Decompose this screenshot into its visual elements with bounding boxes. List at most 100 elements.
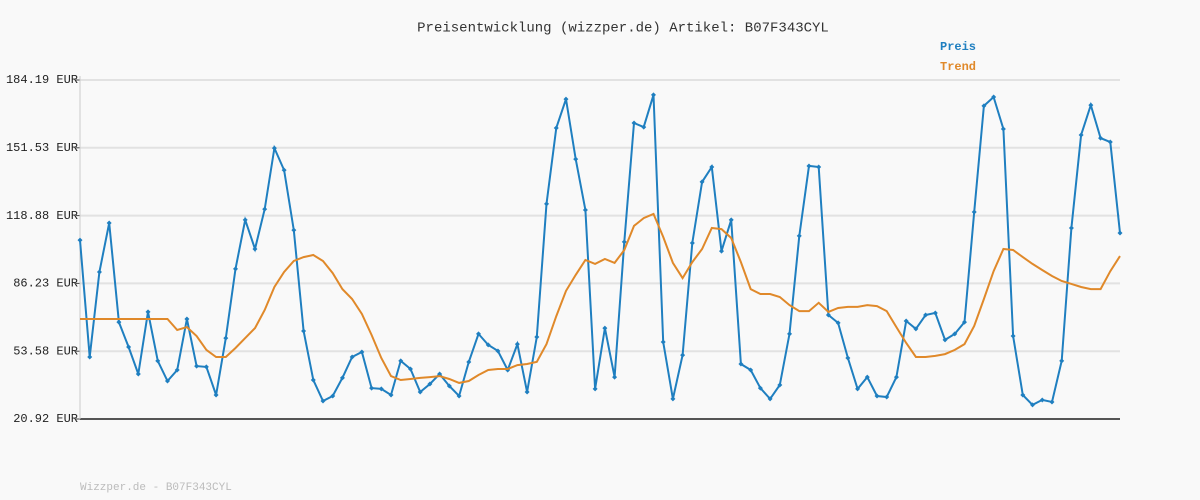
point-marker: [291, 227, 297, 233]
point-marker: [476, 331, 482, 337]
point-marker: [913, 326, 919, 332]
point-marker: [194, 363, 200, 369]
point-marker: [718, 248, 724, 254]
footer: Wizzper.de - B07F343CYL: [80, 482, 232, 494]
point-marker: [271, 145, 277, 151]
point-marker: [145, 309, 151, 315]
point-marker: [971, 209, 977, 215]
point-marker: [174, 367, 180, 373]
point-marker: [106, 220, 112, 226]
point-marker: [213, 392, 219, 398]
point-marker: [923, 312, 929, 318]
point-marker: [864, 374, 870, 380]
point-marker: [845, 355, 851, 361]
point-marker: [602, 325, 608, 331]
point-marker: [466, 359, 472, 365]
point-marker: [252, 246, 258, 252]
point-marker: [126, 344, 132, 350]
point-marker: [77, 237, 83, 243]
point-marker: [544, 201, 550, 207]
point-marker: [1059, 358, 1065, 364]
point-marker: [388, 392, 394, 398]
point-marker: [981, 103, 987, 109]
point-marker: [184, 316, 190, 322]
point-marker: [563, 96, 569, 102]
point-marker: [339, 375, 345, 381]
y-tick-label: 118.88 EUR: [6, 209, 78, 223]
point-marker: [164, 378, 170, 384]
series-line: [80, 212, 1121, 384]
y-tick-label: 53.58 EUR: [13, 344, 78, 358]
point-marker: [320, 398, 326, 404]
point-marker: [621, 239, 627, 245]
point-marker: [359, 349, 365, 355]
point-marker: [262, 206, 268, 212]
point-marker: [573, 156, 579, 162]
point-marker: [592, 386, 598, 392]
point-marker: [349, 354, 355, 360]
point-marker: [534, 334, 540, 340]
point-marker: [1088, 102, 1094, 108]
point-marker: [893, 374, 899, 380]
point-marker: [748, 367, 754, 373]
point-marker: [514, 341, 520, 347]
point-marker: [942, 337, 948, 343]
point-marker: [582, 207, 588, 213]
series-line: [79, 94, 1121, 407]
point-marker: [835, 320, 841, 326]
point-marker: [242, 217, 248, 223]
point-marker: [1107, 139, 1113, 145]
point-marker: [1117, 230, 1123, 236]
point-marker: [427, 381, 433, 387]
point-marker: [1010, 333, 1016, 339]
point-marker: [777, 382, 783, 388]
y-tick-label: 86.23 EUR: [13, 277, 78, 291]
point-marker: [670, 396, 676, 402]
point-marker: [233, 266, 239, 272]
point-marker: [641, 124, 647, 130]
point-marker: [135, 371, 141, 377]
point-marker: [223, 335, 229, 341]
legend-label: Preis: [940, 40, 976, 54]
point-marker: [787, 331, 793, 337]
y-tick-label: 184.19 EUR: [6, 73, 78, 87]
point-marker: [796, 233, 802, 239]
point-marker: [446, 383, 452, 389]
point-marker: [495, 348, 501, 354]
point-marker: [330, 393, 336, 399]
point-marker: [903, 318, 909, 324]
point-marker: [116, 319, 122, 325]
chart-title: Preisentwicklung (wizzper.de) Artikel: B…: [417, 21, 829, 37]
point-marker: [369, 385, 375, 391]
point-marker: [310, 377, 316, 383]
point-marker: [650, 92, 656, 98]
point-marker: [660, 339, 666, 345]
point-marker: [155, 358, 161, 364]
y-tick-label: 20.92 EUR: [13, 412, 78, 426]
point-marker: [1039, 397, 1045, 403]
y-tick-label: 151.53 EUR: [6, 141, 78, 155]
point-marker: [884, 394, 890, 400]
point-marker: [816, 164, 822, 170]
point-marker: [1078, 132, 1084, 138]
point-marker: [767, 396, 773, 402]
point-marker: [456, 393, 462, 399]
point-marker: [874, 393, 880, 399]
point-marker: [699, 179, 705, 185]
point-marker: [612, 374, 618, 380]
point-marker: [961, 319, 967, 325]
point-marker: [728, 217, 734, 223]
point-marker: [757, 385, 763, 391]
point-marker: [301, 328, 307, 334]
point-marker: [991, 94, 997, 100]
point-marker: [825, 312, 831, 318]
point-marker: [709, 164, 715, 170]
point-marker: [87, 354, 93, 360]
point-marker: [398, 358, 404, 364]
point-marker: [1030, 402, 1036, 408]
point-marker: [1049, 399, 1055, 405]
point-marker: [689, 240, 695, 246]
point-marker: [281, 167, 287, 173]
